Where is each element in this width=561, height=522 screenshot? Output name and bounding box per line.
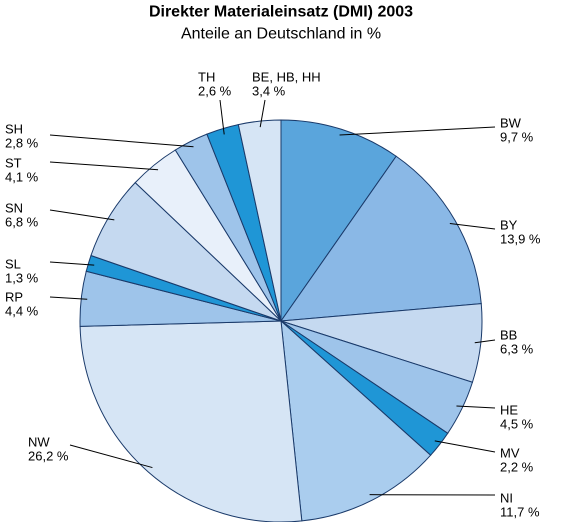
- value-label: 9,7 %: [500, 130, 534, 145]
- slice-label: NI: [500, 491, 513, 506]
- pie-slice: [280, 119, 397, 323]
- slice-label: BE, HB, HH: [252, 70, 321, 85]
- slice-label: TH: [198, 70, 215, 85]
- chart-subtitle: Anteile an Deutschland in %: [181, 25, 381, 42]
- value-label: 11,7 %: [500, 505, 540, 520]
- leader-line: [474, 339, 496, 344]
- value-label: 13,9 %: [500, 232, 541, 247]
- value-label: 6,3 %: [500, 342, 534, 357]
- slice-label: ST: [5, 156, 22, 171]
- slice-label: NW: [28, 435, 50, 450]
- leader-line: [456, 405, 496, 409]
- value-label: 3,4 %: [252, 84, 286, 99]
- slice-label: MV: [500, 446, 520, 461]
- slice-label: SN: [5, 201, 23, 216]
- value-label: 2,2 %: [500, 460, 534, 475]
- leader-line: [49, 161, 159, 171]
- value-label: 1,3 %: [5, 271, 39, 286]
- slice-label: SL: [5, 257, 21, 272]
- slice-label: SH: [5, 122, 23, 137]
- leader-line: [49, 134, 194, 148]
- leader-line: [259, 99, 266, 128]
- leader-line: [219, 99, 225, 135]
- value-label: 2,8 %: [5, 136, 39, 151]
- value-label: 6,8 %: [5, 215, 39, 230]
- value-label: 4,1 %: [5, 170, 39, 185]
- slice-label: RP: [5, 290, 23, 305]
- slice-label: BB: [500, 328, 517, 343]
- value-label: 2,6 %: [198, 84, 232, 99]
- leader-line: [49, 296, 88, 300]
- pie-slice: [280, 319, 432, 522]
- leader-line: [69, 444, 153, 469]
- value-label: 4,4 %: [5, 304, 39, 319]
- leader-line: [339, 126, 496, 136]
- leader-line: [434, 440, 496, 453]
- slice-label: BY: [500, 218, 518, 233]
- pie-slice: [237, 119, 282, 322]
- chart-title: Direkter Materialeinsatz (DMI) 2003: [149, 3, 413, 20]
- leader-line: [49, 261, 95, 266]
- slice-label: HE: [500, 403, 518, 418]
- value-label: 4,5 %: [500, 417, 534, 432]
- leader-line: [49, 209, 115, 221]
- pie-slice: [279, 155, 482, 322]
- leader-line: [449, 223, 496, 230]
- slice-label: BW: [500, 116, 522, 131]
- value-label: 26,2 %: [28, 449, 69, 464]
- pie-slice: [79, 320, 303, 522]
